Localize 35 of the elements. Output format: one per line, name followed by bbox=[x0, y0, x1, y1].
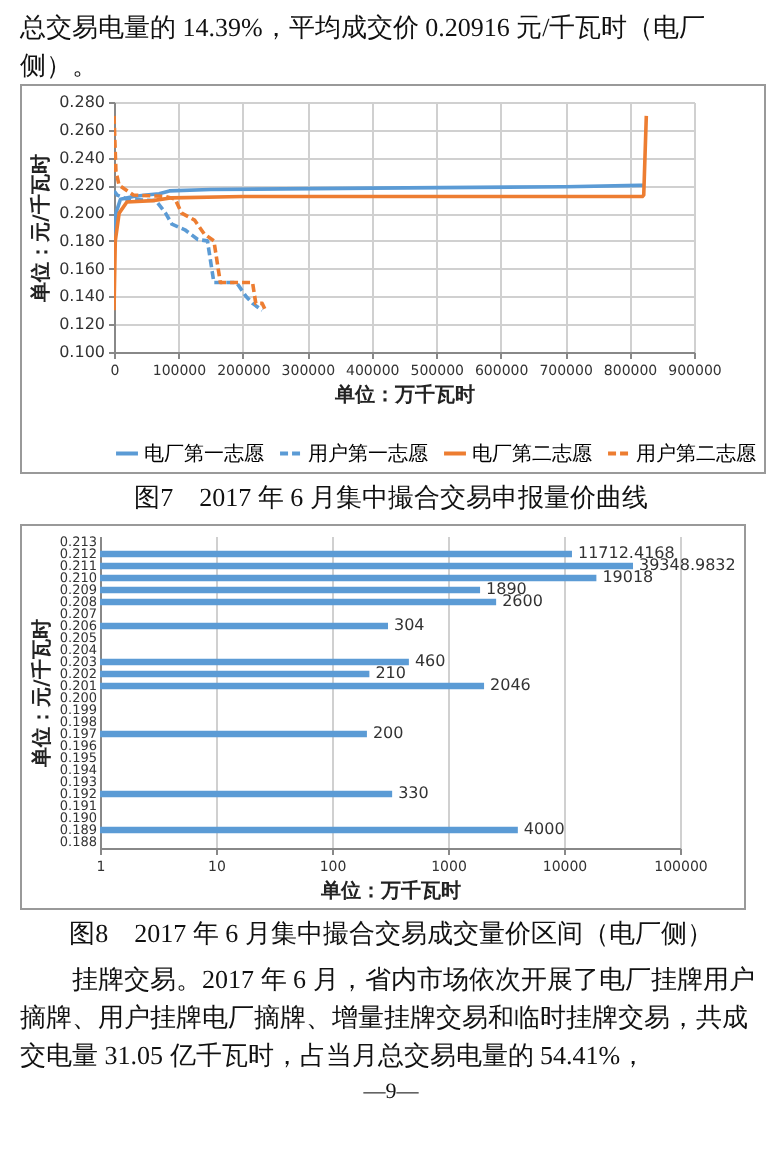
legend-label: 用户第一志愿 bbox=[308, 441, 428, 466]
data-label: 2046 bbox=[490, 676, 531, 694]
y-tick-label: 0.200 bbox=[59, 204, 105, 223]
y-tick-label: 0.180 bbox=[59, 231, 105, 250]
text: 图8 2017 年 6 月集中撮合交易成交量价区间（电厂侧） bbox=[67, 916, 715, 952]
y-tick-label: 0.260 bbox=[59, 120, 105, 139]
legend-label: 电厂第一志愿 bbox=[144, 441, 264, 466]
y-tick-label: 0.120 bbox=[59, 315, 105, 334]
y-axis-title: 单位：元/千瓦时 bbox=[29, 619, 54, 769]
text: 图7 2017 年 6 月集中撮合交易申报量价曲线 bbox=[132, 480, 650, 516]
y-tick-label: 0.100 bbox=[59, 343, 105, 361]
data-label: 460 bbox=[414, 652, 446, 670]
data-label: 210 bbox=[375, 664, 406, 682]
data-label: 11712.4168 bbox=[577, 544, 675, 562]
y-tick-label: 0.160 bbox=[59, 259, 105, 278]
data-label: 4000 bbox=[523, 820, 565, 838]
line-series bbox=[114, 114, 649, 313]
data-label: 19018 bbox=[602, 568, 654, 586]
y-axis-title: 单位：元/千瓦时 bbox=[29, 154, 54, 304]
y-tick-label: 0.220 bbox=[59, 176, 105, 195]
x-axis-title: 单位：万千瓦时 bbox=[333, 383, 475, 407]
legend-label: 电厂第二志愿 bbox=[472, 441, 592, 466]
legend-label: 用户第二志愿 bbox=[636, 441, 756, 466]
x-axis-title: 单位：万千瓦时 bbox=[319, 879, 461, 903]
data-label: 330 bbox=[398, 784, 429, 802]
y-tick-label: 0.140 bbox=[59, 287, 105, 306]
y-tick-label: 0.240 bbox=[59, 148, 105, 167]
text: 挂牌交易。2017 年 6 月，省内市场依次开展了电厂挂牌用户摘牌、用户挂牌电厂摘牌、增量挂牌交易和临时挂牌交易，共成交电量 31.05 亿千瓦时，占当月总交易电量的 54.41%， bbox=[20, 962, 757, 1074]
text: 总交易电量的 14.39%，平均成交价 0.20916 元/千瓦时（电厂侧）。 bbox=[20, 10, 708, 84]
data-label: 39348.9832 bbox=[639, 556, 736, 574]
y-tick-label: 0.280 bbox=[59, 93, 105, 111]
data-label: 304 bbox=[394, 616, 425, 634]
data-label: 200 bbox=[372, 724, 404, 742]
text: —9— bbox=[361, 1078, 421, 1108]
data-label: 2600 bbox=[502, 592, 543, 610]
